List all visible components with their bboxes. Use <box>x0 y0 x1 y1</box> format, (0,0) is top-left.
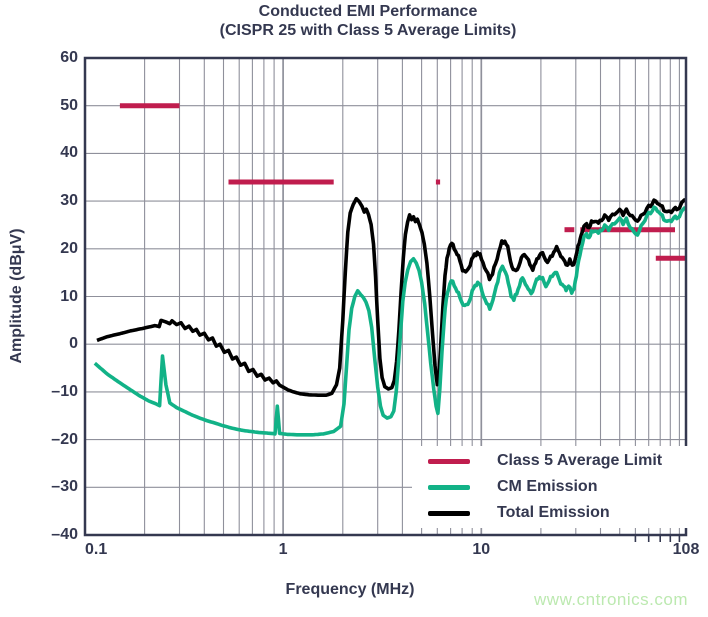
x-tick-label: 108 <box>672 541 700 558</box>
y-tick-label: 40 <box>60 144 78 162</box>
legend-label: Class 5 Average Limit <box>497 452 663 469</box>
y-tick-label: 60 <box>60 49 78 66</box>
legend-label: Total Emission <box>497 504 610 521</box>
cm-line-swatch-icon <box>428 484 470 490</box>
chart-title-line1: Conducted EMI Performance <box>258 3 478 20</box>
y-tick-label: –20 <box>51 430 78 448</box>
watermark: www.cntronics.com <box>534 590 688 609</box>
y-tick-label: 0 <box>69 335 78 353</box>
y-tick-label: 20 <box>60 239 78 257</box>
limit-line-swatch-icon <box>428 458 470 464</box>
legend-item-total-emission: Total Emission <box>428 500 700 526</box>
legend-label: CM Emission <box>497 478 598 495</box>
y-tick-label: 10 <box>60 287 78 305</box>
x-tick-label: 1 <box>278 541 288 558</box>
legend-item-cm-emission: CM Emission <box>428 474 700 500</box>
y-axis-title: Amplitude (dBμV) <box>8 228 25 364</box>
chart-title-line2: (CISPR 25 with Class 5 Average Limits) <box>219 22 517 39</box>
y-tick-label: 50 <box>60 96 78 114</box>
total-line-swatch-icon <box>428 510 470 516</box>
legend: Class 5 Average Limit CM Emission Total … <box>413 446 700 528</box>
y-tick-label: –40 <box>51 526 78 543</box>
chart-title: Conducted EMI Performance (CISPR 25 with… <box>220 2 517 40</box>
x-tick-label: 0.1 <box>85 541 108 558</box>
x-axis-title: Frequency (MHz) <box>285 581 415 598</box>
x-tick-label: 10 <box>472 541 491 558</box>
y-tick-label: –30 <box>51 478 78 496</box>
legend-item-class5-average-limit: Class 5 Average Limit <box>428 448 700 474</box>
y-tick-label: 30 <box>60 192 78 210</box>
y-tick-label: –10 <box>51 382 78 400</box>
